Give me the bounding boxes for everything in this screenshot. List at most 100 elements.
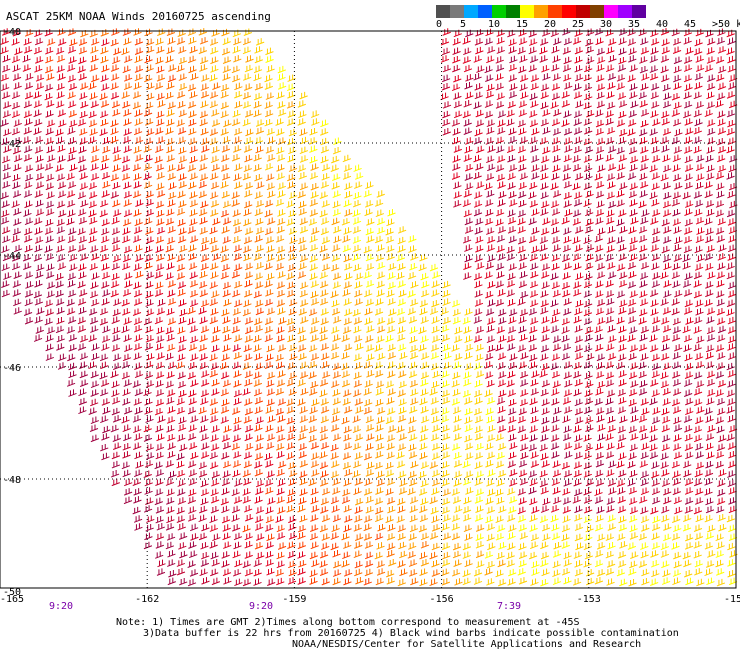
wind-barb — [145, 281, 154, 289]
wind-barb — [210, 434, 219, 442]
wind-barb — [695, 451, 704, 459]
wind-barb — [234, 299, 243, 308]
wind-barb — [333, 316, 342, 324]
wind-barb — [594, 550, 604, 558]
wind-barb — [728, 335, 737, 344]
wind-barb — [452, 406, 462, 415]
wind-barb — [90, 163, 99, 171]
wind-barb — [573, 91, 583, 99]
wind-barb — [190, 353, 199, 362]
wind-barb — [155, 443, 165, 451]
wind-barb — [253, 559, 262, 567]
wind-barb — [353, 524, 362, 532]
scale-swatch — [548, 5, 562, 18]
wind-barb — [145, 335, 155, 343]
wind-barb — [662, 398, 671, 406]
wind-barb — [121, 371, 131, 380]
wind-barb — [652, 272, 661, 280]
wind-barb — [540, 118, 550, 127]
wind-barb — [518, 551, 528, 559]
wind-barb — [297, 344, 307, 352]
wind-barb — [563, 227, 572, 235]
wind-barb — [90, 245, 99, 253]
wind-barb — [231, 505, 241, 514]
wind-barb — [528, 487, 537, 495]
wind-barb — [726, 299, 736, 308]
wind-barb — [431, 478, 441, 487]
wind-barb — [253, 344, 262, 353]
wind-barb — [409, 505, 418, 513]
wind-barb — [464, 254, 473, 263]
wind-barb — [189, 172, 198, 181]
wind-barb — [551, 451, 560, 459]
wind-barb — [662, 569, 671, 578]
wind-barb — [211, 163, 220, 172]
wind-barb — [552, 569, 561, 578]
wind-barb — [111, 73, 120, 81]
scale-swatch — [478, 5, 492, 18]
wind-barb — [242, 308, 252, 317]
wind-barb — [56, 218, 65, 227]
wind-barb — [321, 263, 331, 272]
wind-barb — [486, 578, 495, 586]
wind-barb — [276, 469, 285, 477]
wind-barb — [376, 190, 385, 198]
wind-barb — [397, 326, 406, 334]
wind-barb — [706, 326, 716, 335]
wind-barb — [286, 406, 295, 414]
wind-barb — [91, 74, 100, 83]
wind-barb — [639, 56, 648, 64]
wind-barb — [506, 379, 515, 388]
wind-barb — [198, 406, 207, 415]
wind-barb — [693, 388, 703, 396]
wind-barb — [584, 416, 594, 424]
wind-barb — [374, 514, 384, 523]
wind-barb — [507, 487, 516, 496]
wind-barb — [244, 190, 253, 198]
wind-barb — [463, 190, 472, 198]
wind-barb — [188, 488, 197, 497]
wind-barb — [56, 91, 65, 99]
wind-barb — [0, 73, 10, 82]
wind-barb — [605, 64, 615, 73]
wind-barb — [640, 398, 649, 406]
wind-barb — [122, 262, 131, 271]
wind-barb — [36, 263, 45, 272]
wind-barb — [661, 334, 671, 343]
wind-barb — [123, 145, 132, 153]
wind-barb — [363, 245, 372, 254]
wind-barb — [144, 407, 153, 415]
wind-barb — [562, 506, 571, 514]
wind-barb — [187, 317, 196, 326]
wind-barb — [299, 128, 308, 137]
wind-barb — [628, 425, 638, 434]
wind-barb — [45, 343, 54, 352]
wind-barb — [385, 227, 394, 236]
wind-barb — [420, 479, 429, 488]
wind-barb — [573, 442, 583, 451]
wind-barb — [287, 137, 296, 146]
wind-barb — [113, 154, 122, 162]
wind-barb — [693, 127, 703, 135]
wind-barb — [639, 163, 649, 171]
wind-barb — [341, 496, 351, 504]
wind-barb — [342, 461, 352, 470]
wind-barb — [386, 533, 396, 541]
wind-barb — [319, 568, 329, 576]
wind-barb — [133, 515, 143, 523]
wind-barb — [344, 272, 353, 281]
wind-barb — [573, 461, 583, 469]
wind-barb — [530, 451, 539, 459]
wind-barb — [662, 388, 671, 396]
wind-barb — [344, 182, 353, 191]
wind-barb — [341, 352, 350, 360]
wind-barb — [520, 389, 529, 397]
wind-barb — [99, 245, 109, 253]
wind-barb — [45, 200, 55, 209]
wind-barb — [539, 479, 549, 488]
wind-barb — [639, 244, 648, 253]
wind-barb — [693, 290, 703, 299]
wind-barb — [452, 371, 461, 380]
wind-barb — [276, 146, 285, 155]
wind-barb — [187, 28, 197, 36]
